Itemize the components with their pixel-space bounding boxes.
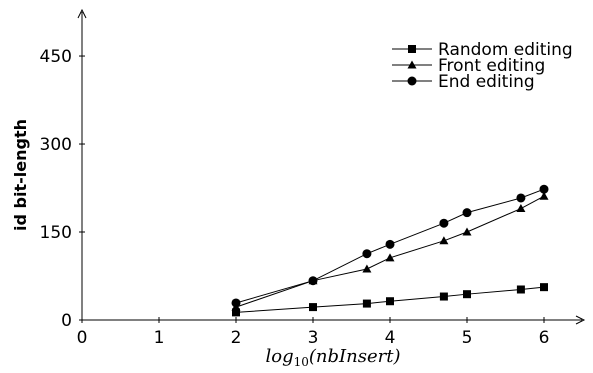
series-circle <box>231 184 549 308</box>
series-group <box>231 184 549 317</box>
data-point <box>362 264 372 273</box>
x-ticks: 0 1 2 3 4 5 6 <box>77 317 550 348</box>
series-line <box>235 195 545 308</box>
data-point <box>516 204 526 213</box>
x-axis-title: log10(nbInsert) <box>266 346 401 369</box>
x-tick-label: 5 <box>462 328 473 348</box>
x-axis-arrow <box>575 315 586 325</box>
data-point <box>308 276 318 286</box>
data-point <box>232 308 240 317</box>
y-tick-label: 0 <box>61 311 72 331</box>
data-point <box>439 292 448 301</box>
data-point <box>462 227 472 236</box>
data-point <box>231 298 241 308</box>
x-axis-title-base: log <box>266 346 294 367</box>
data-point <box>309 303 317 312</box>
x-tick-label: 3 <box>308 328 319 348</box>
legend-label: Random editing <box>438 40 573 60</box>
x-tick-label: 1 <box>154 328 165 348</box>
series-square <box>232 283 548 317</box>
y-tick-label: 450 <box>40 47 72 67</box>
data-point <box>386 297 394 306</box>
x-axis-title-sub: 10 <box>294 355 309 369</box>
legend-marker <box>408 45 416 53</box>
legend-marker <box>407 60 417 69</box>
data-point <box>516 285 525 294</box>
y-axis-arrow <box>77 8 87 19</box>
x-tick-label: 4 <box>385 328 396 348</box>
data-point <box>362 249 372 259</box>
x-axis-title-arg: (nbInsert) <box>309 346 401 367</box>
legend-marker <box>407 76 417 86</box>
data-point <box>516 193 526 203</box>
series-line <box>235 188 545 304</box>
legend-entry: Random editing <box>392 40 573 60</box>
series-line <box>235 286 545 313</box>
legend-entry: Front editing <box>392 56 545 76</box>
data-point <box>385 253 395 262</box>
y-axis-title: id bit-length <box>11 119 30 231</box>
data-point <box>385 239 395 249</box>
data-point <box>462 208 472 218</box>
data-point <box>539 191 549 200</box>
data-point <box>439 236 449 245</box>
y-tick-label: 150 <box>40 223 72 243</box>
y-tick-label: 300 <box>40 135 72 155</box>
y-ticks: 0 150 300 450 <box>40 47 85 331</box>
data-point <box>439 218 449 228</box>
series-triangle <box>231 191 549 311</box>
x-tick-label: 0 <box>77 328 88 348</box>
data-point <box>362 299 371 308</box>
x-tick-label: 2 <box>231 328 242 348</box>
data-point <box>463 290 471 299</box>
data-point <box>539 184 549 194</box>
data-point <box>540 283 548 292</box>
legend-entry: End editing <box>392 72 535 92</box>
legend-label: End editing <box>438 72 535 92</box>
x-tick-label: 6 <box>539 328 550 348</box>
legend-label: Front editing <box>438 56 545 76</box>
axes <box>77 8 586 325</box>
